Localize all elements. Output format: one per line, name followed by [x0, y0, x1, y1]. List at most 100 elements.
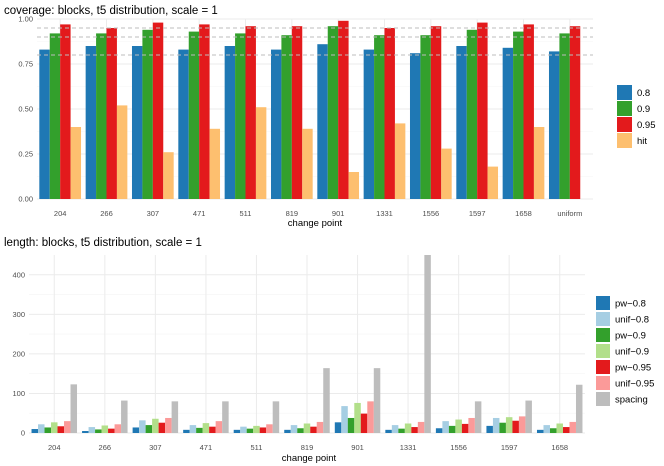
- length-y-tick-label: 100: [12, 389, 25, 398]
- coverage-x-tick-label: 204: [54, 209, 67, 218]
- length-bar-204-unif−0.8: [38, 424, 45, 433]
- length-x-tick-label: 204: [48, 443, 61, 452]
- coverage-legend-swatch: [617, 117, 632, 132]
- length-bar-511-pw−0.8: [233, 429, 241, 433]
- length-bar-819-unif−0.95: [316, 421, 324, 433]
- length-bar-204-pw−0.8: [31, 429, 39, 433]
- coverage-bar-819-0.9: [281, 35, 292, 200]
- length-legend-label: pw−0.8: [615, 299, 646, 310]
- coverage-bar-1556-hit: [441, 148, 452, 199]
- length-bar-204-spacing: [70, 384, 78, 433]
- length-bar-1331-unif−0.95: [417, 421, 425, 433]
- coverage-x-tick-label: 471: [193, 209, 206, 218]
- length-bar-471-spacing: [222, 401, 229, 433]
- length-bar-1597-pw−0.95: [512, 420, 519, 433]
- length-x-tick-label: 901: [351, 443, 364, 452]
- length-bar-471-unif−0.8: [189, 425, 197, 433]
- length-bar-1658-pw−0.8: [536, 429, 544, 433]
- coverage-bar-uniform-0.9: [559, 33, 570, 200]
- length-bar-1556-unif−0.9: [455, 419, 462, 433]
- coverage-bar-266-0.9: [96, 33, 107, 200]
- length-bar-204-pw−0.95: [57, 426, 65, 433]
- coverage-bar-1556-0.9: [420, 35, 431, 200]
- length-bar-1556-unif−0.8: [442, 421, 449, 433]
- coverage-bar-1331-0.95: [384, 28, 395, 199]
- length-bar-511-unif−0.9: [253, 425, 260, 433]
- coverage-legend-swatch: [617, 133, 632, 148]
- length-legend-swatch: [596, 360, 610, 374]
- length-x-tick-label: 1556: [450, 443, 467, 452]
- length-plot-panel: 0 100 200 300 400 204 266 307 471 511 819 901 1331 15…: [12, 255, 585, 452]
- length-bar-1331-unif−0.9: [404, 423, 412, 433]
- length-bar-204-unif−0.9: [51, 422, 58, 433]
- length-legend-swatch: [596, 328, 610, 342]
- coverage-bar-1597-hit: [487, 166, 499, 199]
- length-x-tick-label: 1331: [400, 443, 417, 452]
- length-bar-471-pw−0.8: [183, 429, 190, 433]
- coverage-bar-1331-0.8: [363, 49, 375, 199]
- length-bar-511-pw−0.95: [259, 427, 267, 433]
- coverage-bar-1597-0.9: [466, 29, 478, 199]
- coverage-bar-471-0.8: [178, 49, 189, 199]
- length-bar-266-unif−0.8: [88, 427, 96, 433]
- coverage-bar-1658-0.8: [502, 47, 514, 199]
- coverage-bar-1658-hit: [533, 127, 545, 199]
- length-legend-swatch: [596, 392, 610, 406]
- length-bar-511-unif−0.95: [266, 424, 273, 433]
- coverage-bar-511-hit: [255, 107, 267, 199]
- length-bar-901-unif−0.8: [341, 406, 348, 433]
- coverage-x-tick-label: 1556: [422, 209, 439, 218]
- length-bar-266-pw−0.9: [95, 429, 102, 433]
- length-bar-204-pw−0.9: [44, 427, 52, 433]
- length-x-tick-label: 266: [99, 443, 112, 452]
- length-bar-511-pw−0.9: [246, 428, 254, 433]
- coverage-x-tick-label: 266: [100, 209, 113, 218]
- length-bar-1331-pw−0.8: [385, 429, 392, 433]
- length-bar-266-unif−0.95: [114, 424, 122, 433]
- length-legend-swatch: [596, 312, 610, 326]
- length-bar-266-spacing: [121, 400, 128, 433]
- length-y-tick-label: 400: [12, 270, 25, 279]
- coverage-bar-307-0.9: [142, 29, 153, 199]
- coverage-legend-swatch: [617, 85, 632, 100]
- coverage-bar-307-0.95: [152, 22, 164, 199]
- coverage-x-tick-label: 1658: [515, 209, 532, 218]
- coverage-x-tick-label: 511: [240, 209, 252, 218]
- coverage-x-tick-label: 1597: [469, 209, 486, 218]
- length-bar-901-unif−0.9: [354, 402, 361, 433]
- length-bar-1331-pw−0.95: [411, 427, 418, 433]
- length-bar-1331-pw−0.9: [398, 428, 405, 433]
- coverage-bar-1658-0.95: [523, 24, 534, 200]
- length-bar-1658-pw−0.95: [562, 427, 570, 433]
- length-bar-901-pw−0.95: [360, 413, 368, 433]
- length-bar-1658-unif−0.8: [543, 425, 550, 433]
- coverage-y-tick-label: 0.00: [18, 195, 33, 204]
- length-x-axis-label: change point: [282, 453, 337, 464]
- coverage-bar-1556-0.8: [409, 53, 421, 200]
- length-x-tick-label: 819: [301, 443, 314, 452]
- length-chart-title: length: blocks, t5 distribution, scale =…: [4, 237, 202, 249]
- length-bar-1597-unif−0.8: [492, 417, 500, 433]
- length-legend-label: unif−0.95: [615, 379, 654, 390]
- length-legend-label: unif−0.9: [615, 347, 649, 358]
- length-legend-swatch: [596, 344, 610, 358]
- coverage-bar-266-0.8: [85, 46, 97, 199]
- length-legend: pw−0.8 unif−0.8 pw−0.9 unif−0.9 pw−0.95 unif−…: [596, 296, 654, 406]
- coverage-bar-1597-0.8: [456, 46, 467, 199]
- length-bar-1597-pw−0.8: [486, 425, 493, 433]
- coverage-bar-901-hit: [348, 172, 360, 199]
- coverage-bar-511-0.9: [235, 33, 246, 200]
- coverage-legend-label: 0.95: [637, 120, 656, 131]
- length-bar-307-pw−0.9: [145, 425, 153, 433]
- length-bar-511-unif−0.8: [240, 426, 247, 433]
- length-bar-819-spacing: [323, 368, 330, 433]
- length-bar-1556-spacing: [474, 401, 482, 433]
- coverage-bar-204-0.9: [49, 33, 61, 200]
- length-bar-819-pw−0.95: [310, 426, 317, 433]
- length-x-tick-label: 511: [250, 443, 262, 452]
- coverage-legend-swatch: [617, 101, 632, 116]
- coverage-x-tick-label: 901: [332, 209, 345, 218]
- length-bar-901-unif−0.95: [367, 401, 374, 433]
- length-bar-901-pw−0.9: [347, 417, 355, 433]
